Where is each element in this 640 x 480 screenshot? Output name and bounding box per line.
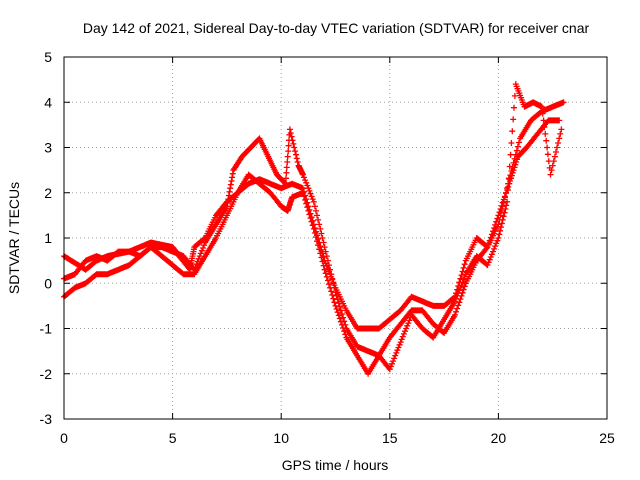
y-tick-label: -2 [40, 366, 53, 382]
grid-lines [64, 57, 607, 419]
x-tick-label: 20 [491, 430, 507, 446]
x-tick-label: 5 [169, 430, 177, 446]
x-tick-label: 25 [599, 430, 615, 446]
y-tick-label: 2 [44, 185, 52, 201]
plot-frame [63, 56, 608, 420]
y-tick-label: -1 [40, 321, 53, 337]
y-axis-ticks: -3 -2 -1 0 1 2 3 4 5 [40, 49, 53, 427]
y-tick-label: 3 [44, 140, 52, 156]
y-tick-label: 1 [44, 230, 52, 246]
x-axis-label: GPS time / hours [282, 457, 389, 473]
plus-markers [61, 99, 567, 332]
x-tick-label: 15 [382, 430, 398, 446]
y-tick-label: 4 [44, 94, 52, 110]
y-tick-label: 5 [44, 49, 52, 65]
y-axis-label: SDTVAR / TECUs [6, 182, 22, 294]
y-tick-label: -3 [40, 411, 53, 427]
series-track-a [61, 99, 567, 332]
y-tick-label: 0 [44, 275, 52, 291]
x-tick-label: 10 [273, 430, 289, 446]
data-series [61, 81, 567, 377]
chart-title: Day 142 of 2021, Sidereal Day-to-day VTE… [83, 20, 590, 36]
x-tick-label: 0 [60, 430, 68, 446]
x-axis-ticks: 0 5 10 15 20 25 [60, 430, 615, 446]
tick-marks [63, 56, 608, 420]
